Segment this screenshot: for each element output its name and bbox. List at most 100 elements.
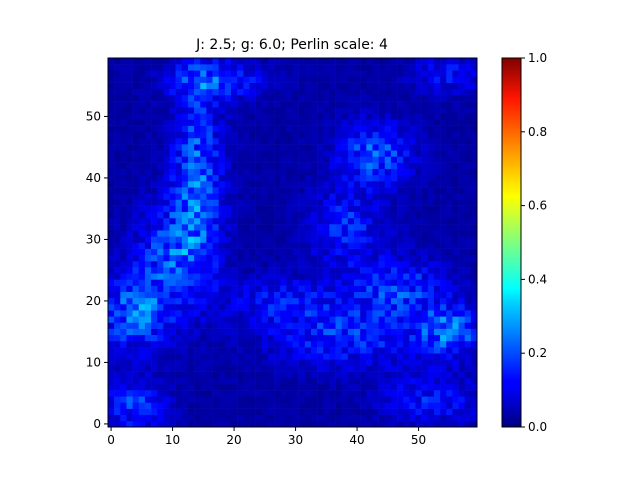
heatmap-cell <box>267 144 275 151</box>
heatmap-cell <box>323 199 330 206</box>
heatmap-cell <box>347 230 355 237</box>
heatmap-cell <box>286 310 293 317</box>
heatmap-cell <box>243 156 250 163</box>
heatmap-cell <box>138 291 146 299</box>
heatmap-cell <box>304 420 312 428</box>
heatmap-cell <box>126 297 133 305</box>
heatmap-cell <box>298 377 306 385</box>
heatmap-cell <box>120 420 127 428</box>
heatmap-cell <box>231 328 238 336</box>
heatmap-cell <box>108 267 115 274</box>
heatmap-cell <box>114 76 121 83</box>
heatmap-cell <box>187 390 195 397</box>
heatmap-cell <box>157 101 164 108</box>
heatmap-cell <box>323 291 330 299</box>
heatmap-cell <box>298 365 306 372</box>
heatmap-cell <box>267 285 275 292</box>
heatmap-cell <box>366 297 373 305</box>
heatmap-cell <box>157 340 164 348</box>
heatmap-cell <box>200 390 207 397</box>
heatmap-cell <box>323 174 330 182</box>
heatmap-cell <box>304 187 312 194</box>
heatmap-cell <box>347 168 355 176</box>
heatmap-cell <box>243 217 250 225</box>
heatmap-cell <box>187 408 195 415</box>
heatmap-cell <box>286 88 293 96</box>
heatmap-cell <box>397 64 404 71</box>
heatmap-cell <box>415 187 422 194</box>
heatmap-cell <box>114 377 121 385</box>
heatmap-cell <box>175 316 183 323</box>
heatmap-cell <box>224 291 232 299</box>
heatmap-cell <box>157 359 164 366</box>
heatmap-cell <box>206 242 213 249</box>
heatmap-cell <box>372 58 379 65</box>
heatmap-cell <box>452 125 459 133</box>
heatmap-cell <box>261 383 269 391</box>
heatmap-cell <box>421 273 429 280</box>
heatmap-cell <box>114 150 121 157</box>
heatmap-cell <box>274 310 281 317</box>
heatmap-cell <box>200 340 207 348</box>
heatmap-cell <box>108 353 115 360</box>
heatmap-cell <box>298 322 306 329</box>
heatmap-cell <box>464 230 472 237</box>
heatmap-cell <box>372 414 379 422</box>
heatmap-cell <box>310 82 318 90</box>
heatmap-cell <box>329 76 336 83</box>
heatmap-cell <box>224 88 232 96</box>
heatmap-cell <box>138 310 146 317</box>
heatmap-cell <box>261 64 269 71</box>
heatmap-cell <box>292 377 299 385</box>
heatmap-cell <box>206 254 213 262</box>
heatmap-cell <box>243 58 250 65</box>
heatmap-cell <box>114 94 121 102</box>
heatmap-cell <box>409 340 416 348</box>
heatmap-cell <box>187 414 195 422</box>
heatmap-cell <box>274 254 281 262</box>
heatmap-cell <box>120 76 127 83</box>
heatmap-cell <box>231 310 238 317</box>
heatmap-cell <box>440 347 447 354</box>
heatmap-cell <box>440 390 447 397</box>
heatmap-cell <box>175 260 183 268</box>
heatmap-cell <box>323 316 330 323</box>
heatmap-cell <box>126 347 133 354</box>
heatmap-cell <box>452 144 459 151</box>
heatmap-cell <box>212 101 219 108</box>
heatmap-cell <box>255 377 263 385</box>
heatmap-cell <box>304 137 312 145</box>
heatmap-cell <box>237 273 244 280</box>
heatmap-cell <box>237 328 244 336</box>
heatmap-cell <box>200 236 207 243</box>
heatmap-cell <box>335 144 342 151</box>
heatmap-cell <box>360 101 367 108</box>
heatmap-cell <box>421 297 429 305</box>
heatmap-cell <box>132 383 140 391</box>
heatmap-cell <box>360 254 367 262</box>
heatmap-cell <box>151 193 158 200</box>
heatmap-cell <box>224 205 232 213</box>
heatmap-cell <box>292 316 299 323</box>
heatmap-cell <box>157 70 164 77</box>
heatmap-cell <box>397 131 404 139</box>
heatmap-cell <box>243 254 250 262</box>
heatmap-cell <box>212 224 219 231</box>
heatmap-cell <box>108 211 115 219</box>
heatmap-cell <box>163 285 170 292</box>
heatmap-cell <box>206 156 213 163</box>
heatmap-cell <box>409 285 416 292</box>
heatmap-cell <box>267 137 275 145</box>
heatmap-cell <box>212 359 219 366</box>
heatmap-cell <box>255 383 263 391</box>
heatmap-cell <box>310 260 318 268</box>
heatmap-cell <box>347 248 355 256</box>
heatmap-cell <box>304 267 312 274</box>
heatmap-cell <box>335 211 342 219</box>
heatmap-cell <box>181 279 189 286</box>
heatmap-cell <box>323 58 330 65</box>
heatmap-cell <box>464 94 472 102</box>
heatmap-cell <box>341 88 349 96</box>
heatmap-cell <box>181 328 189 336</box>
heatmap-cell <box>310 359 318 366</box>
